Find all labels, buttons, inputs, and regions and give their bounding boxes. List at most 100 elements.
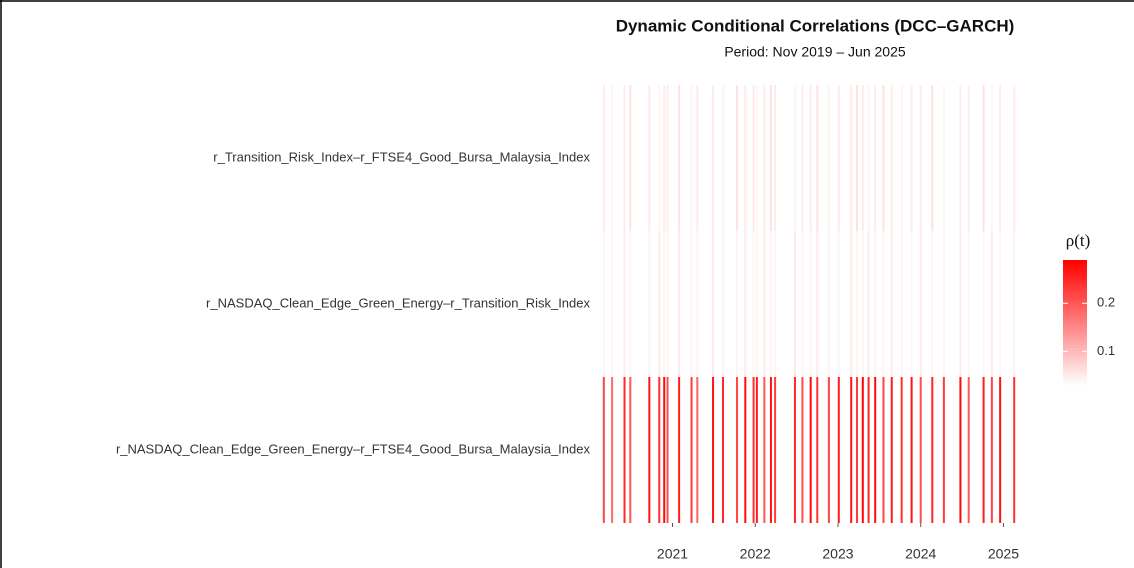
colorbar-step	[1063, 316, 1087, 320]
cell	[874, 85, 877, 231]
cell	[850, 85, 853, 231]
cell	[663, 377, 666, 523]
colorbar-step	[1063, 372, 1087, 377]
colorbar-step	[1063, 375, 1087, 380]
cell	[666, 231, 669, 377]
cell	[1013, 85, 1016, 231]
cell	[882, 377, 885, 523]
colorbar-step	[1063, 335, 1087, 339]
cell	[931, 377, 934, 523]
colorbar-step	[1063, 325, 1087, 330]
cell	[910, 231, 913, 377]
cell	[867, 85, 870, 231]
cell	[755, 85, 758, 231]
cell	[882, 85, 885, 231]
cell	[1013, 377, 1016, 523]
cell	[629, 377, 632, 523]
x-tick-label: 2021	[657, 546, 688, 562]
row-label: r_NASDAQ_Clean_Edge_Green_Energy–r_FTSE4…	[116, 441, 591, 456]
colorbar-label: 0.2	[1097, 295, 1115, 310]
cell	[890, 231, 893, 377]
cell	[809, 85, 812, 231]
cell	[696, 231, 699, 377]
colorbar-step	[1063, 344, 1087, 348]
colorbar-step	[1063, 297, 1087, 302]
cell	[1013, 231, 1016, 377]
chart-title: Dynamic Conditional Correlations (DCC–GA…	[616, 16, 1015, 35]
cell	[752, 231, 755, 377]
cell	[721, 231, 724, 377]
cell	[809, 377, 812, 523]
cell	[861, 377, 864, 523]
cell	[856, 377, 859, 523]
cell	[890, 377, 893, 523]
cell	[816, 377, 819, 523]
cell	[967, 85, 970, 231]
cell	[611, 377, 614, 523]
cell	[602, 377, 605, 523]
cell	[663, 85, 666, 231]
cell	[867, 231, 870, 377]
colorbar-step	[1063, 285, 1087, 289]
cell	[623, 231, 626, 377]
cell	[629, 85, 632, 231]
cell	[967, 377, 970, 523]
colorbar-step	[1063, 300, 1087, 305]
colorbar-step	[1063, 331, 1087, 336]
x-tick-label: 2022	[740, 546, 771, 562]
cell	[658, 377, 661, 523]
cell	[744, 231, 747, 377]
cell	[696, 377, 699, 523]
cell	[611, 231, 614, 377]
row-label: r_NASDAQ_Clean_Edge_Green_Energy–r_Trans…	[206, 295, 590, 310]
cell	[816, 85, 819, 231]
cell	[736, 85, 739, 231]
row-label: r_Transition_Risk_Index–r_FTSE4_Good_Bur…	[213, 149, 590, 164]
cell	[990, 377, 993, 523]
cell	[850, 377, 853, 523]
cell	[867, 377, 870, 523]
colorbar-step	[1063, 322, 1087, 327]
colorbar-step	[1063, 366, 1087, 370]
x-tick-label: 2024	[905, 546, 936, 562]
cell	[827, 231, 830, 377]
colorbar-step	[1063, 338, 1087, 342]
chart-subtitle: Period: Nov 2019 – Jun 2025	[724, 44, 906, 60]
cell	[809, 231, 812, 377]
colorbar-step	[1063, 281, 1087, 286]
colorbar-step	[1063, 310, 1087, 314]
cell	[999, 85, 1002, 231]
colorbar-step	[1063, 266, 1087, 270]
cell	[752, 377, 755, 523]
cell	[959, 85, 962, 231]
cell	[793, 231, 796, 377]
x-tick-label: 2025	[988, 546, 1019, 562]
colorbar-step	[1063, 263, 1087, 267]
cell	[602, 231, 605, 377]
colorbar-step	[1063, 272, 1087, 277]
colorbar-step	[1063, 303, 1087, 308]
colorbar-step	[1063, 363, 1087, 367]
cell	[769, 85, 772, 231]
cell	[982, 377, 985, 523]
colorbar-step	[1063, 275, 1087, 280]
cell	[982, 231, 985, 377]
colorbar-step	[1063, 360, 1087, 364]
cell	[890, 85, 893, 231]
cell	[982, 85, 985, 231]
cell	[837, 231, 840, 377]
cell	[769, 231, 772, 377]
cell	[990, 85, 993, 231]
colorbar-step	[1063, 378, 1087, 383]
cell	[648, 85, 651, 231]
cell	[910, 85, 913, 231]
colorbar-step	[1063, 278, 1087, 283]
cell	[827, 85, 830, 231]
cell	[959, 377, 962, 523]
cell	[816, 231, 819, 377]
cell	[910, 377, 913, 523]
cell	[850, 231, 853, 377]
cell	[837, 85, 840, 231]
cell	[793, 377, 796, 523]
